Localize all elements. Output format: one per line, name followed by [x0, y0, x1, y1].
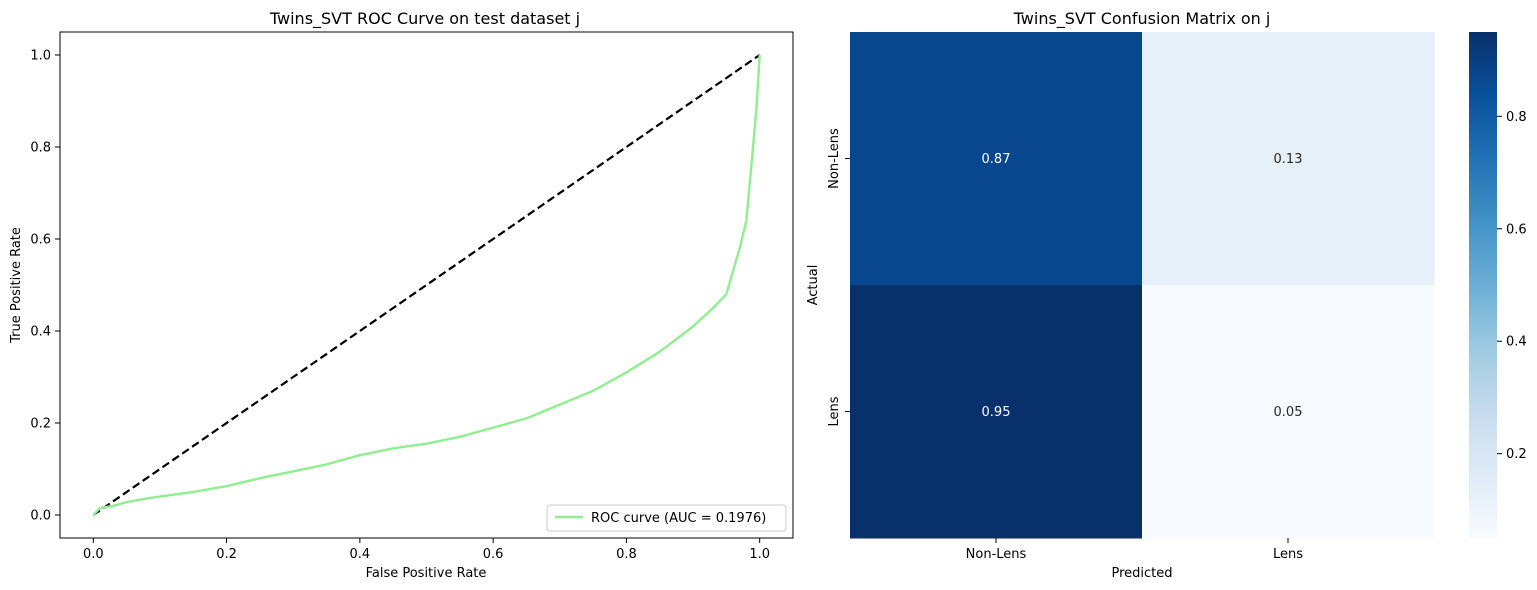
roc-x-tick-label: 0.6 [483, 547, 504, 562]
cm-colorbar-tick-label: 0.8 [1506, 110, 1527, 125]
roc-curve-line [92, 54, 761, 516]
cm-colorbar-tick-label: 0.4 [1506, 335, 1527, 350]
roc-chance-line [92, 54, 761, 516]
cm-cell-value: 0.13 [1274, 152, 1303, 167]
roc-x-tick-label: 0.4 [350, 547, 371, 562]
roc-x-tick-label: 1.0 [749, 547, 770, 562]
cm-cell [1142, 285, 1435, 539]
roc-legend: ROC curve (AUC = 0.1976) [546, 504, 787, 532]
roc-y-tick-label: 0.6 [30, 233, 51, 248]
cm-colorbar-tick-label: 0.2 [1506, 447, 1527, 462]
cm-colorbar-tick-label: 0.6 [1506, 222, 1527, 237]
cm-cell-value: 0.95 [982, 405, 1011, 420]
cm-ticks: Non-Lens Lens Non-Lens Lens [827, 128, 1303, 562]
cm-y-tick-label: Lens [827, 396, 842, 426]
cm-x-axis-label: Predicted [1111, 566, 1172, 581]
roc-y-tick-label: 0.0 [30, 509, 51, 524]
roc-y-tick-label: 0.4 [30, 325, 51, 340]
roc-x-tick-label: 0.0 [83, 547, 104, 562]
cm-cell-value: 0.05 [1274, 405, 1303, 420]
cm-cell [850, 285, 1143, 539]
cm-y-axis-label: Actual [806, 265, 821, 306]
roc-x-tick-label: 0.2 [216, 547, 237, 562]
roc-y-tick-label: 0.2 [30, 417, 51, 432]
confusion-matrix-chart: Twins_SVT Confusion Matrix on j 0.87 0.13… [806, 9, 1527, 581]
roc-x-axis-label: False Positive Rate [366, 566, 487, 581]
roc-x-ticks: 0.0 0.2 0.4 0.6 0.8 1.0 [83, 538, 770, 562]
roc-legend-box [546, 504, 787, 532]
cm-colorbar [1469, 32, 1497, 538]
roc-y-tick-label: 1.0 [30, 49, 51, 64]
cm-cell-value: 0.87 [982, 152, 1011, 167]
roc-chart: Twins_SVT ROC Curve on test dataset j 0.… [9, 9, 794, 581]
roc-x-tick-label: 0.8 [616, 547, 637, 562]
roc-y-tick-label: 0.8 [30, 141, 51, 156]
roc-y-axis-label: True Positive Rate [9, 227, 24, 344]
cm-colorbar-ticks: 0.2 0.4 0.6 0.8 [1497, 110, 1527, 462]
cm-cell [850, 32, 1143, 286]
cm-title: Twins_SVT Confusion Matrix on j [1013, 9, 1271, 29]
cm-x-tick-label: Non-Lens [966, 547, 1027, 562]
cm-cell [1142, 32, 1435, 286]
cm-x-tick-label: Lens [1273, 547, 1303, 562]
roc-y-ticks: 0.0 0.2 0.4 0.6 0.8 1.0 [30, 49, 60, 524]
roc-title: Twins_SVT ROC Curve on test dataset j [269, 9, 580, 29]
cm-y-tick-label: Non-Lens [827, 128, 842, 189]
roc-plot-frame [59, 31, 794, 539]
roc-legend-label: ROC curve (AUC = 0.1976) [591, 511, 766, 526]
cm-cells: 0.87 0.13 0.95 0.05 [850, 32, 1435, 539]
